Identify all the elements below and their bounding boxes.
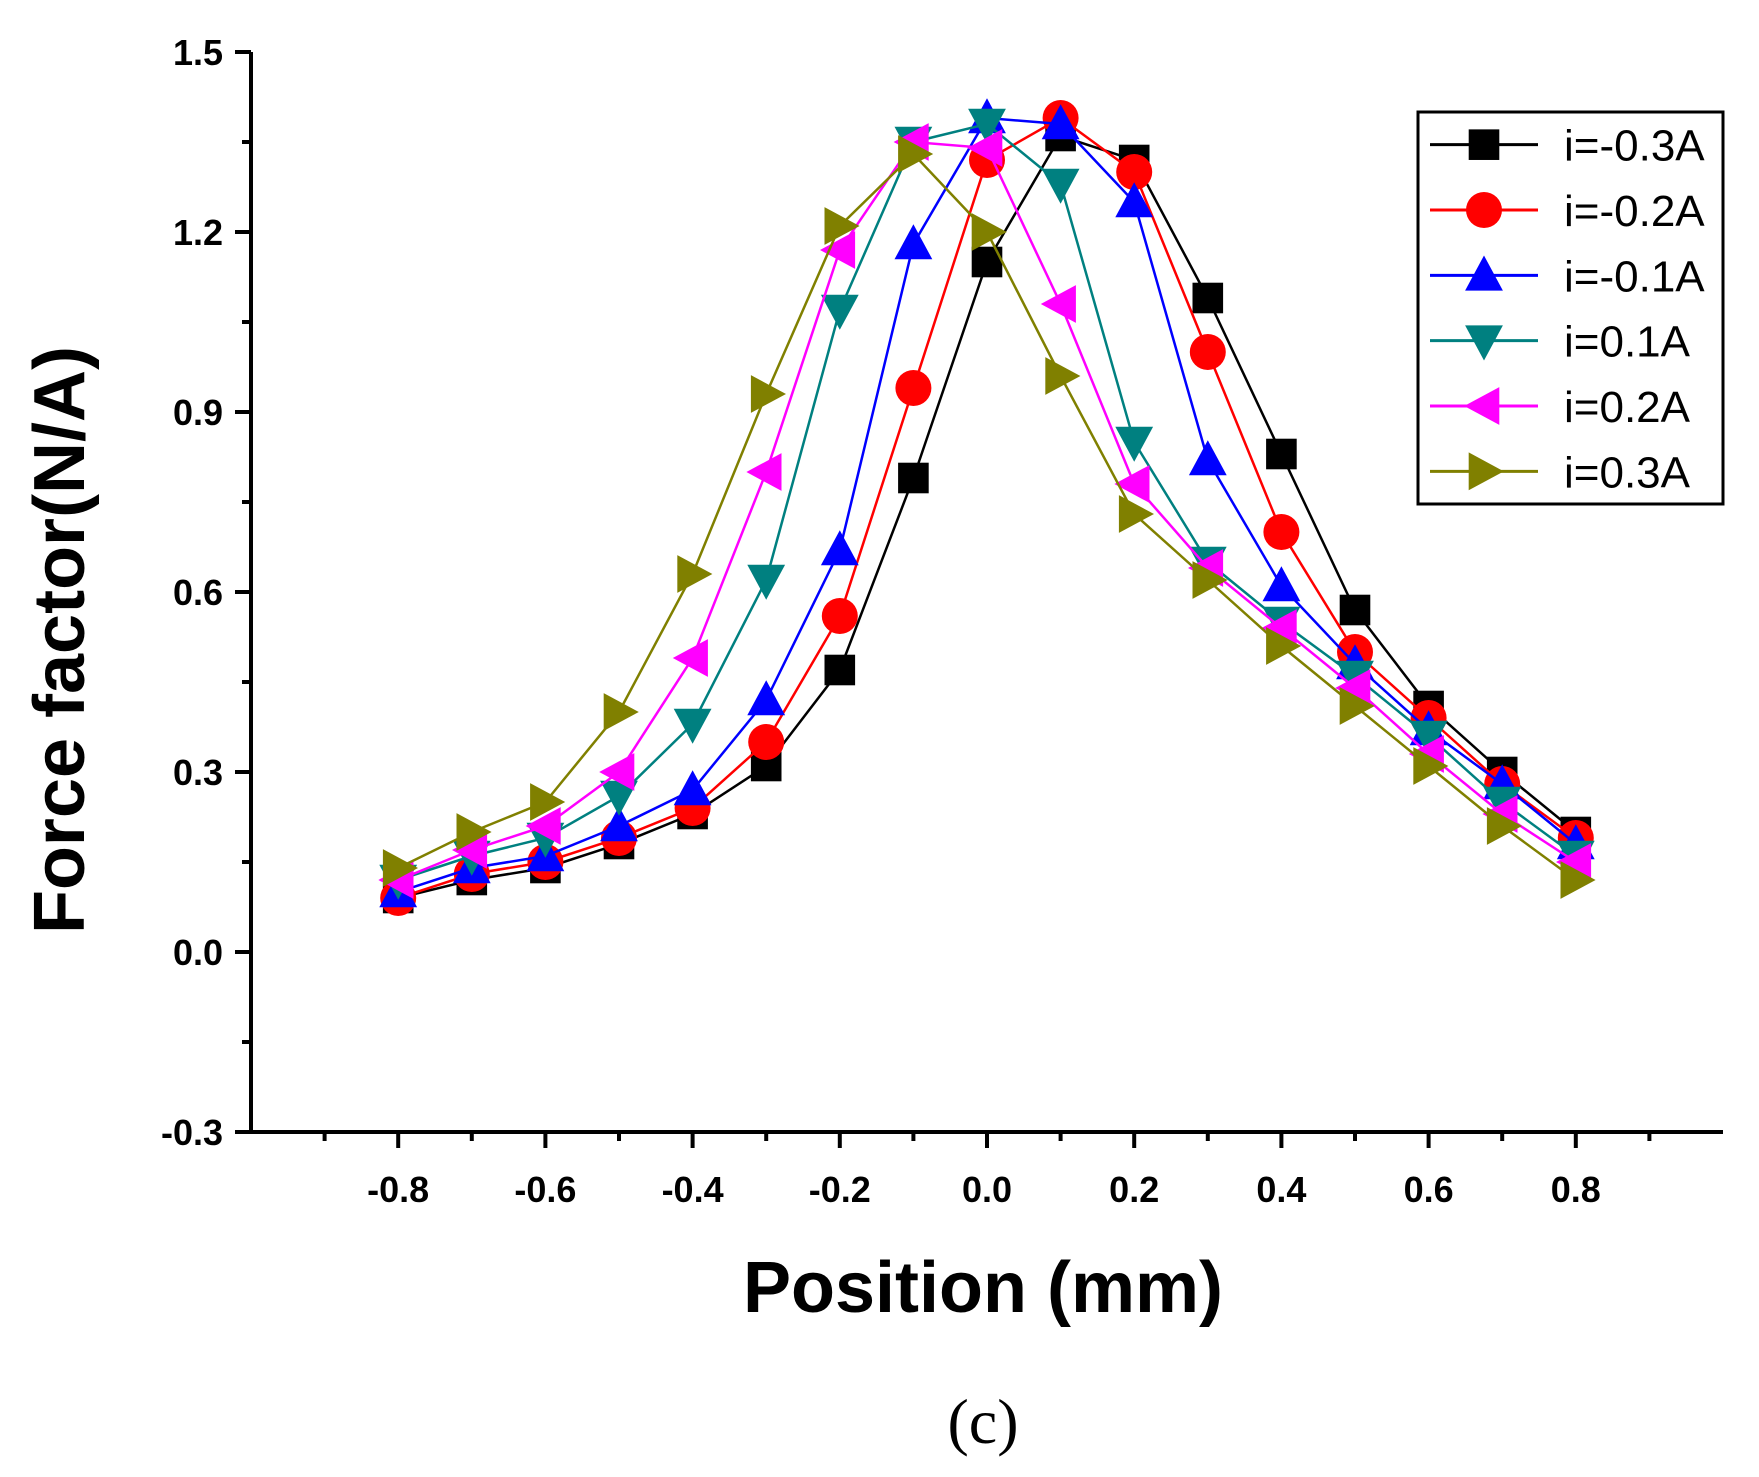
legend-label: i=0.2A (1564, 383, 1691, 432)
data-point (672, 639, 708, 677)
y-tick-label: 1.5 (173, 32, 223, 73)
data-point (1045, 357, 1081, 395)
data-point (968, 108, 1006, 144)
series-3 (379, 98, 1595, 908)
data-point (677, 555, 713, 593)
data-point (746, 453, 782, 491)
data-point (748, 724, 785, 760)
data-point (1556, 843, 1592, 881)
data-point (820, 294, 859, 330)
legend-marker (1464, 387, 1500, 425)
data-point (1041, 168, 1080, 204)
y-axis-title: Force factor(N/A) (20, 346, 100, 934)
data-point (1266, 438, 1297, 470)
data-point (600, 780, 638, 816)
legend-label: i=-0.1A (1564, 252, 1705, 301)
data-point (895, 370, 932, 406)
data-point (1116, 154, 1153, 190)
data-point (673, 708, 712, 744)
data-point (599, 753, 635, 791)
data-point (1261, 609, 1297, 647)
data-point (1560, 861, 1596, 899)
y-tick-label: -0.3 (161, 1112, 223, 1153)
data-point (1041, 104, 1080, 140)
legend-label: i=-0.2A (1564, 187, 1705, 236)
legend-label: i=-0.3A (1564, 122, 1705, 171)
plot-series (378, 98, 1596, 916)
y-tick-label: 0.6 (173, 572, 223, 613)
data-point (824, 654, 856, 686)
legend-marker (1465, 255, 1503, 291)
data-point (1192, 282, 1224, 314)
legend-marker (1468, 452, 1504, 491)
data-point (603, 693, 639, 731)
x-tick-label: 0.2 (1109, 1169, 1159, 1210)
data-point (750, 375, 786, 413)
figure-caption: (c) (947, 1386, 1018, 1457)
x-tick-label: 0.0 (962, 1169, 1012, 1210)
data-point (1266, 627, 1302, 665)
data-point (1188, 440, 1227, 476)
data-point (1192, 561, 1228, 599)
data-point (452, 831, 488, 869)
data-point (673, 770, 712, 806)
y-tick-label: 0.0 (173, 932, 223, 973)
data-point (530, 783, 566, 821)
data-point (1262, 566, 1301, 602)
data-point (600, 806, 638, 842)
legend-marker (1466, 192, 1502, 228)
data-point (971, 213, 1007, 251)
data-point (898, 135, 934, 173)
legend-label: i=0.3A (1564, 448, 1691, 497)
data-point (382, 849, 418, 887)
x-tick-label: 0.4 (1256, 1169, 1306, 1210)
x-tick-label: -0.6 (514, 1169, 576, 1210)
y-axis-ticks: -0.3 0.0 0.3 0.6 0.9 1.2 1.5 (161, 32, 251, 1153)
x-tick-label: -0.8 (367, 1169, 429, 1210)
data-point (1339, 594, 1371, 626)
data-point (824, 207, 860, 245)
data-point (1114, 465, 1150, 503)
data-point (1115, 426, 1154, 462)
x-tick-label: 0.8 (1551, 1169, 1601, 1210)
legend-marker (1468, 129, 1500, 160)
data-point (967, 129, 1003, 167)
x-tick-label: -0.4 (662, 1169, 724, 1210)
x-axis-title: Position (mm) (743, 1248, 1223, 1328)
data-point (821, 598, 858, 634)
data-point (898, 462, 929, 494)
legend: i=-0.3A i=-0.2A i=-0.1A i=0.1A i=0.2A i=0.3A (1416, 110, 1725, 506)
data-point (820, 231, 856, 269)
legend-marker (1465, 325, 1503, 361)
data-point (1486, 807, 1522, 845)
data-point (1189, 334, 1226, 370)
data-point (525, 807, 561, 845)
series-6 (382, 135, 1596, 899)
x-tick-label: -0.2 (809, 1169, 871, 1210)
data-point (820, 530, 859, 566)
legend-label: i=0.1A (1564, 318, 1691, 367)
data-point (1339, 687, 1375, 725)
y-tick-label: 0.9 (173, 392, 223, 433)
data-point (1409, 720, 1448, 756)
y-tick-label: 1.2 (173, 212, 223, 253)
legend-box (1416, 110, 1725, 506)
data-point (1040, 285, 1076, 323)
data-point (1115, 182, 1154, 218)
data-point (456, 813, 492, 851)
data-point (894, 224, 933, 260)
data-point (1335, 669, 1371, 707)
data-point (1118, 495, 1154, 533)
data-point (1263, 514, 1300, 550)
data-point (747, 564, 786, 600)
x-tick-label: 0.6 (1404, 1169, 1454, 1210)
data-point (1413, 747, 1449, 785)
x-axis-ticks: -0.8 -0.6 -0.4 -0.2 0.0 0.2 0.4 0.6 0.8 (322, 1132, 1652, 1210)
data-point (747, 680, 786, 716)
y-tick-label: 0.3 (173, 752, 223, 793)
